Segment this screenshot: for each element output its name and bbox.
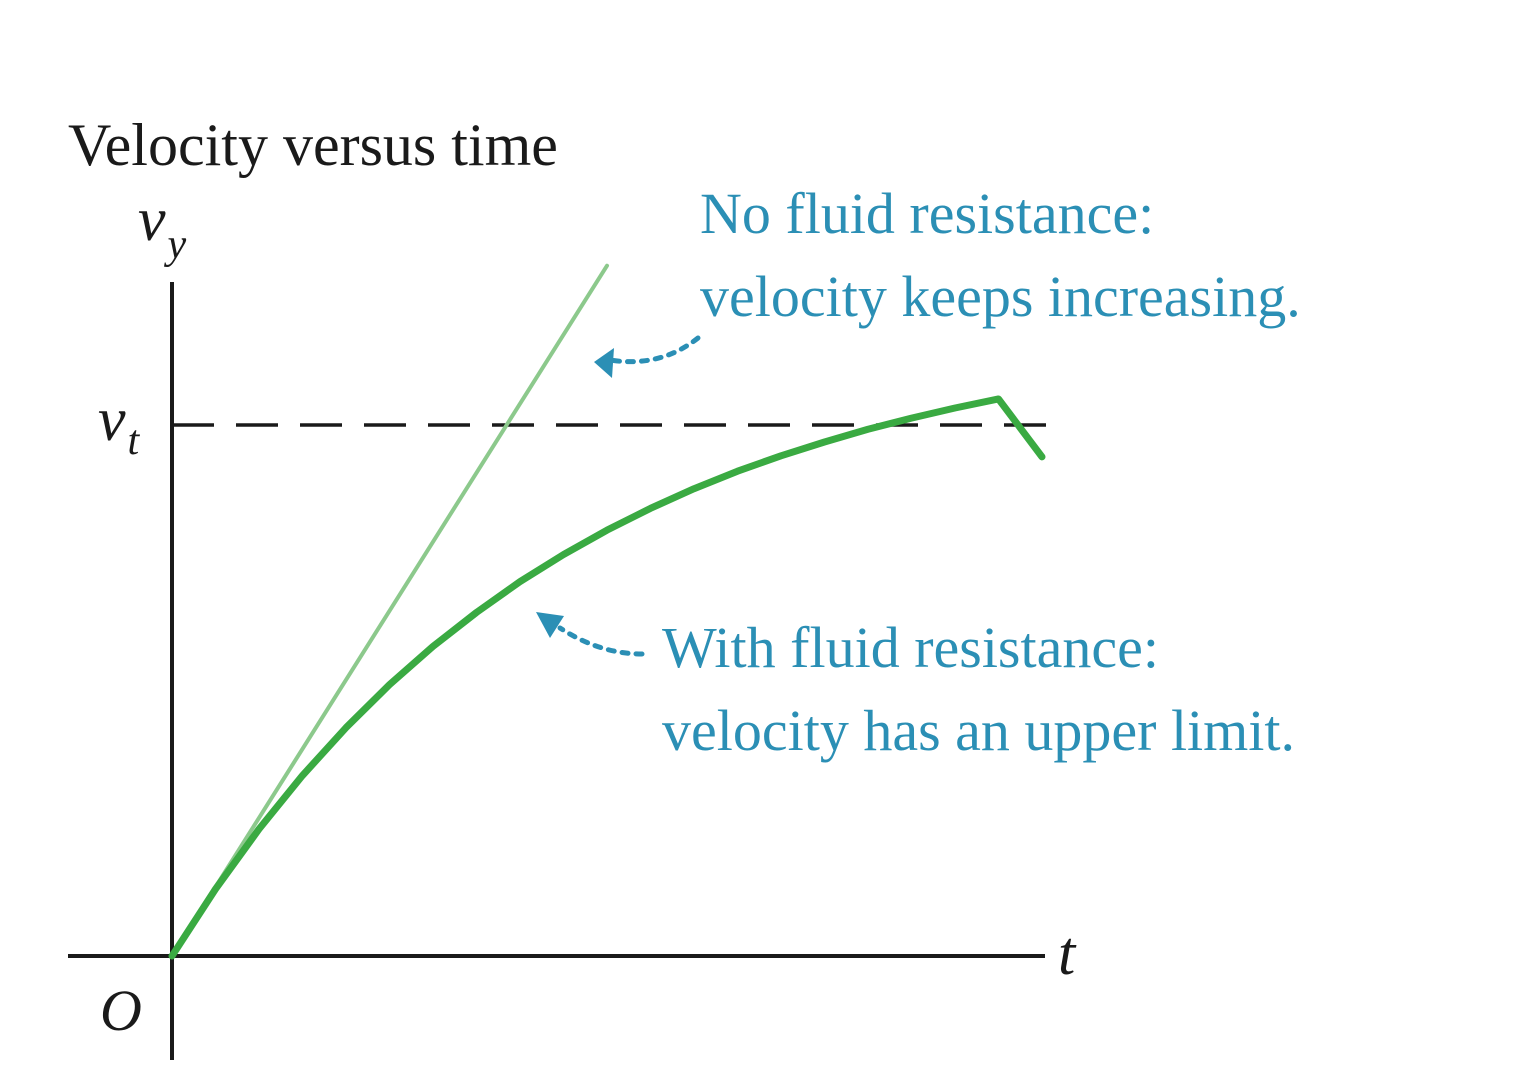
annotation-no-resistance-line-1: No fluid resistance: <box>700 181 1154 246</box>
annotation-arrow-no-resistance <box>607 335 701 365</box>
chart-title: Velocity versus time <box>68 112 558 178</box>
annotation-arrowhead-with-resistance <box>536 612 564 638</box>
series-line-no-resistance <box>170 263 609 958</box>
x-axis-label: t <box>1058 920 1077 988</box>
series-line-with-resistance <box>168 395 1046 960</box>
terminal-velocity-label: vt <box>98 386 141 464</box>
annotation-with-resistance-line-1: With fluid resistance: <box>662 615 1159 680</box>
annotation-arrowhead-no-resistance <box>594 348 614 378</box>
annotation-no-resistance-line-2: velocity keeps increasing. <box>700 264 1301 329</box>
annotation-arrow-with-resistance <box>557 625 645 657</box>
y-axis-label: vy <box>138 186 187 268</box>
annotation-with-resistance-line-2: velocity has an upper limit. <box>662 698 1295 763</box>
origin-label: O <box>100 978 142 1043</box>
